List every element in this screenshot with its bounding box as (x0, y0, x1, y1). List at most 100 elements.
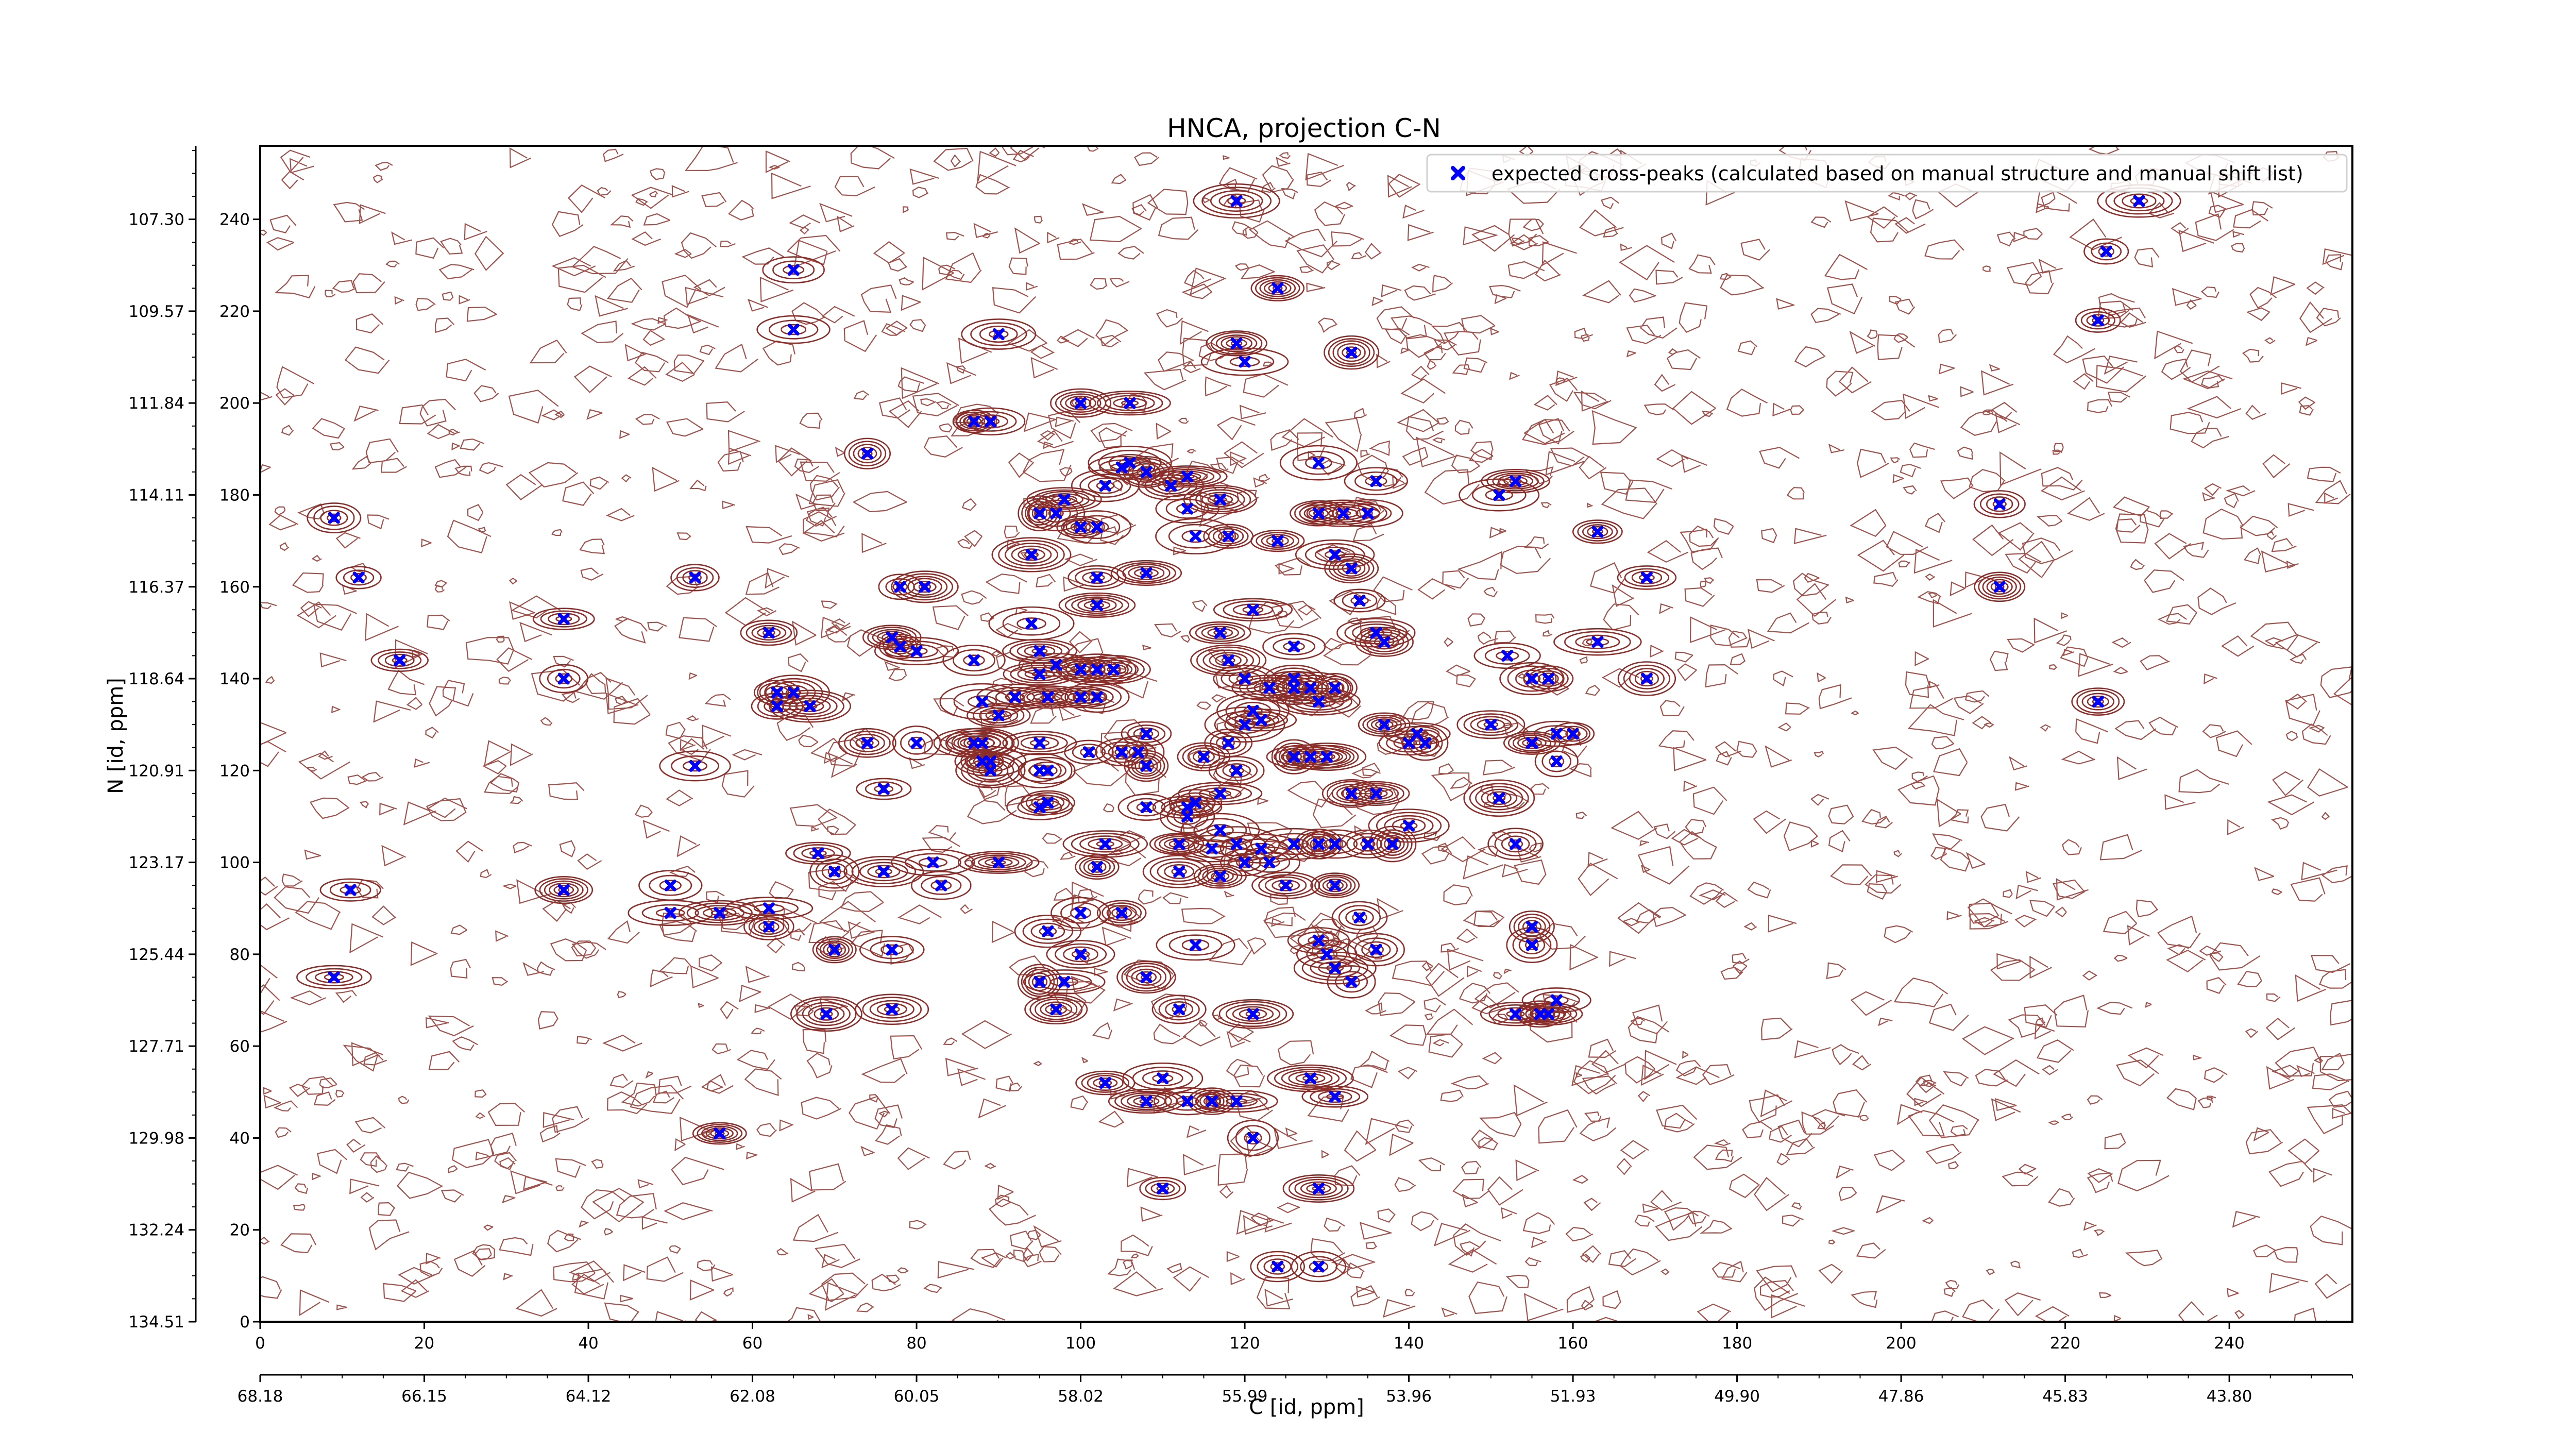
peak-marker (968, 737, 980, 749)
x-index-tick-label: 200 (1886, 1334, 1917, 1353)
peak-marker (787, 264, 800, 276)
peak-marker (1510, 1008, 1522, 1020)
peak-marker (1485, 718, 1497, 731)
peak-markers (328, 195, 2145, 1273)
peak-marker (714, 1127, 726, 1139)
peak-marker (886, 631, 898, 644)
peak-marker (1304, 1072, 1316, 1085)
peak-marker (1526, 672, 1538, 685)
peak-marker (1033, 764, 1046, 777)
x-ppm-tick-label: 62.08 (730, 1387, 775, 1406)
y-axis-ppm: 134.51 132.24 129.98 127.71 125.44 123.17 120.… (129, 146, 197, 1332)
peak-marker (1091, 521, 1103, 533)
peak-marker (557, 672, 570, 685)
peak-marker (804, 700, 816, 712)
peak-marker (1214, 824, 1226, 836)
peak-marker (1222, 737, 1234, 749)
peak-marker (820, 1008, 833, 1020)
peak-marker (1550, 994, 1563, 1006)
peak-marker (1050, 1003, 1062, 1016)
peak-marker (1329, 962, 1341, 974)
peak-marker (1329, 838, 1341, 850)
peak-marker (1263, 682, 1276, 694)
peak-marker (1165, 480, 1177, 492)
peak-marker (1115, 907, 1128, 919)
peak-marker (1140, 466, 1153, 478)
peak-marker (1009, 691, 1021, 703)
peak-marker (1247, 1008, 1259, 1020)
y-index-tick-label: 40 (230, 1129, 250, 1148)
peak-marker (1304, 682, 1316, 694)
peak-marker (1255, 714, 1267, 726)
peak-marker (1222, 530, 1234, 543)
peak-marker (1214, 627, 1226, 639)
peak-marker (1526, 920, 1538, 933)
peak-marker (1370, 627, 1382, 639)
peak-marker (1181, 801, 1194, 814)
peak-marker (1058, 975, 1071, 988)
peak-marker (877, 783, 890, 795)
peak-marker (1288, 838, 1300, 850)
peak-marker (927, 856, 939, 869)
peak-marker (1329, 548, 1341, 561)
y-index-tick-label: 140 (219, 670, 250, 688)
peak-marker (1526, 737, 1538, 749)
peak-marker (2133, 195, 2145, 207)
y-index-tick-label: 100 (219, 854, 250, 872)
peak-marker (1124, 397, 1136, 409)
x-ppm-tick-label: 53.96 (1386, 1387, 1432, 1406)
peak-marker (1255, 843, 1267, 855)
contour-layer (260, 146, 2352, 1322)
peak-marker (1378, 718, 1391, 731)
peak-marker (1091, 599, 1103, 611)
peak-marker (1280, 879, 1292, 891)
peak-marker (1345, 562, 1358, 575)
peak-marker (1993, 498, 2006, 510)
peak-marker (714, 907, 726, 919)
y-ppm-tick-label: 120.91 (129, 762, 184, 780)
peak-marker (664, 907, 676, 919)
peak-marker (1353, 912, 1366, 924)
peak-marker (1362, 507, 1374, 519)
y-ppm-tick-label: 123.17 (129, 854, 184, 872)
peak-marker (1534, 1008, 1546, 1020)
peak-marker (1345, 975, 1358, 988)
peak-marker (886, 1003, 898, 1016)
x-axis-ppm: 68.18 66.15 64.12 62.08 60.05 58.02 55.99 53.96… (238, 1374, 2353, 1406)
peak-marker (1181, 1095, 1194, 1107)
y-axis-label: N [id, ppm] (104, 678, 128, 794)
peak-marker (984, 755, 996, 767)
peak-marker (1190, 530, 1201, 543)
x-index-tick-label: 40 (578, 1334, 598, 1353)
peak-marker (394, 654, 406, 666)
peak-marker (1370, 943, 1382, 956)
peak-marker (1386, 838, 1399, 850)
x-ppm-tick-label: 43.80 (2207, 1387, 2252, 1406)
x-ppm-tick-label: 49.90 (1714, 1387, 1760, 1406)
legend-box (1426, 154, 2348, 193)
peak-marker (1345, 346, 1358, 359)
peak-marker (1329, 682, 1341, 694)
x-index-tick-label: 0 (255, 1334, 265, 1353)
plot-area (259, 145, 2353, 1323)
peak-marker (1230, 337, 1243, 349)
peak-marker (1312, 838, 1325, 850)
peak-marker (1042, 691, 1054, 703)
peak-marker (1419, 737, 1431, 749)
peak-marker (1312, 934, 1325, 947)
x-index-tick-label: 220 (2050, 1334, 2080, 1353)
x-index-tick-label: 20 (414, 1334, 434, 1353)
peak-marker (1353, 595, 1366, 606)
peak-marker (1329, 879, 1341, 891)
peak-marker (984, 415, 996, 428)
peak-marker (1099, 1077, 1111, 1089)
peak-marker (1091, 861, 1103, 873)
peak-marker (1329, 1090, 1341, 1103)
peak-marker (1312, 1260, 1325, 1273)
peak-marker (861, 447, 873, 460)
peak-marker (1542, 1008, 1554, 1020)
y-ppm-tick-label: 107.30 (129, 211, 184, 229)
peak-marker (1263, 856, 1276, 869)
peak-marker (352, 571, 365, 584)
x-ppm-tick-label: 66.15 (401, 1387, 447, 1406)
